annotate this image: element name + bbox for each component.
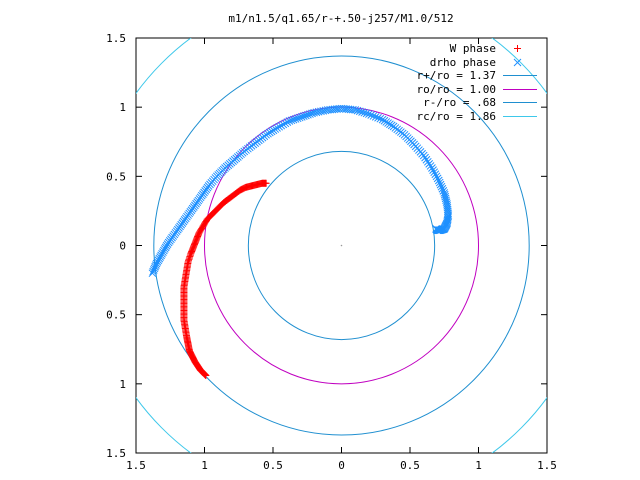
drho-phase-point [302,111,310,120]
drho-phase-point [429,166,437,174]
y-tick-label: 1 [119,378,126,391]
x-tick-label: 1.5 [126,459,146,472]
radius-circle-2 [247,150,436,341]
w-phase-point [202,372,210,380]
drho-phase-point [431,170,440,179]
drho-phase-point [438,184,447,193]
drho-phase-point [362,109,371,118]
drho-phase-point [285,117,294,125]
drho-phase-point [297,112,306,121]
radius-circles [136,38,547,453]
drho-phase-point [374,113,382,122]
origin-dot [340,244,343,247]
x-axis: 1.5 1 0.5 0 0.5 1 1.5 [126,38,557,472]
drho-phase-point [365,110,373,118]
drho-phase-point [428,164,436,172]
x-tick-label: 1.5 [537,459,557,472]
phase-points [148,104,453,380]
legend-label-r-minus: r-/ro = .68 [423,96,496,109]
drho-phase-point [360,108,369,117]
drho-phase-point [432,225,440,233]
legend-label-rc: rc/ro = 1.86 [417,110,496,123]
y-tick-label: 0.5 [106,309,126,322]
legend-marker-drho-phase [513,58,522,67]
y-tick-label: 1 [119,101,126,114]
legend-label-drho-phase: drho phase [430,56,496,69]
y-axis: 1.5 1 0.5 0 0.5 1 1.5 [106,32,547,460]
drho-phase-point [433,174,442,183]
legend-marker-w-phase [514,45,521,52]
drho-phase-point [353,106,362,115]
drho-phase-point [291,115,300,123]
drho-phase-point [293,114,302,123]
radius-circle-3 [136,38,547,453]
drho-phase-point [319,107,328,115]
drho-phase-point [304,110,312,119]
drho-phase-point [432,172,441,181]
drho-phase-point [308,109,316,118]
drho-phase-point [310,108,318,117]
y-tick-label: 1.5 [106,447,126,460]
drho-phase-point [277,121,286,130]
x-tick-label: 0.5 [263,459,283,472]
drho-phase-point [355,107,364,116]
drho-phase-point [371,112,380,121]
radius-circle-0 [153,55,530,436]
drho-phase-point [367,111,376,119]
drho-phase-point [281,119,290,128]
y-tick-label: 1.5 [106,32,126,45]
y-tick-label: 0 [119,240,126,253]
drho-phase-point [299,112,308,121]
drho-phase-point [314,107,323,116]
drho-phase-point [273,124,281,132]
drho-phase-point [283,118,292,127]
drho-phase-point [312,108,321,117]
drho-phase-point [436,180,445,189]
drho-phase-point [351,106,360,114]
drho-phase-point [437,182,446,191]
drho-phase-point [358,108,366,116]
drho-phase-point [279,120,288,129]
drho-phase-point [317,107,325,116]
drho-phase-point [295,113,304,122]
drho-phase-point [434,176,443,185]
legend-label-ro: ro/ro = 1.00 [417,83,496,96]
x-tick-label: 1 [201,459,208,472]
y-tick-label: 0.5 [106,170,126,183]
drho-phase-point [275,122,284,131]
drho-phase-point [369,112,378,120]
drho-phase-point [435,178,444,187]
drho-phase-point [289,115,298,124]
x-tick-label: 1 [475,459,482,472]
x-tick-label: 0 [338,459,345,472]
drho-phase-point [287,116,296,125]
drho-phase-point [306,110,314,118]
legend: W phase drho phase r+/ro = 1.37 ro/ro = … [417,42,537,123]
legend-label-w-phase: W phase [450,42,496,55]
chart-title: m1/n1.5/q1.65/r-+.50-j257/M1.0/512 [228,12,453,25]
drho-phase-point [349,105,357,114]
drho-phase-point [430,168,439,177]
drho-phase-point [376,114,385,123]
x-tick-label: 0.5 [400,459,420,472]
legend-label-r-plus: r+/ro = 1.37 [417,69,496,82]
